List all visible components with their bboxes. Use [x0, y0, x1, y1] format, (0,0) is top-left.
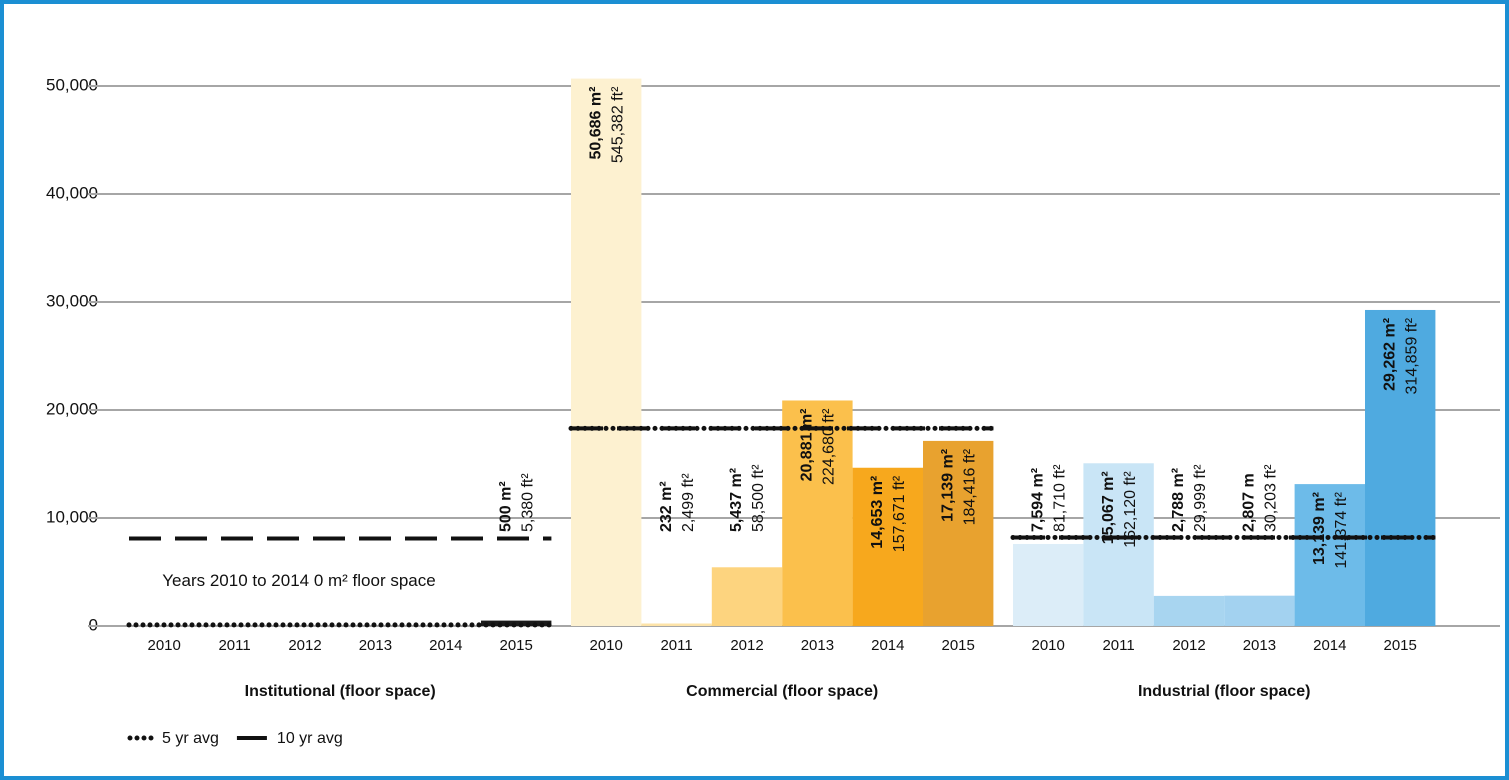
- x-tick-label: 2014: [1313, 637, 1346, 654]
- bar: [481, 620, 552, 626]
- sqft-label: 184,416 ft²: [961, 448, 978, 525]
- value-label: 14,653 m²: [869, 476, 886, 549]
- bar: [1365, 309, 1436, 626]
- value-label: 5,437 m²: [728, 468, 745, 532]
- value-label: 500 m²: [497, 481, 514, 532]
- bar: [1083, 463, 1154, 626]
- y-tick-label: 50,000: [46, 75, 98, 94]
- x-tick-label: 2010: [1032, 637, 1065, 654]
- x-tick-label: 2013: [801, 637, 834, 654]
- y-tick-label: 30,000: [46, 291, 98, 310]
- sqft-label: 314,859 ft²: [1403, 317, 1420, 394]
- bar: [923, 440, 994, 626]
- bar: [1294, 484, 1365, 626]
- y-tick-label: 10,000: [46, 507, 98, 526]
- x-tick-label: 2015: [500, 637, 533, 654]
- sqft-label: 224,680 ft²: [821, 408, 838, 485]
- bar: [852, 467, 923, 626]
- value-label: 50,686 m²: [587, 87, 604, 160]
- bar: [711, 567, 783, 626]
- x-tick-label: 2014: [429, 637, 462, 654]
- sqft-label: 29,999 ft²: [1192, 464, 1209, 532]
- sqft-label: 141,374 ft²: [1333, 491, 1350, 568]
- sqft-label: 157,671 ft²: [891, 475, 908, 552]
- legend-label: 10 yr avg: [277, 730, 343, 747]
- x-tick-label: 2015: [942, 637, 975, 654]
- bar: [782, 400, 853, 626]
- bar: [641, 623, 712, 626]
- x-tick-label: 2013: [359, 637, 392, 654]
- y-tick-label: 0: [89, 615, 98, 634]
- bar: [1013, 543, 1084, 626]
- sqft-label: 58,500 ft²: [750, 464, 767, 532]
- group-title: Commercial (floor space): [686, 683, 878, 700]
- bar: [1153, 595, 1225, 626]
- value-label: 17,139 m²: [939, 449, 956, 522]
- value-label: 2,788 m²: [1170, 468, 1187, 532]
- chart: 0 10,000 20,000 30,000 40,000 50,000 2010 2011 2…: [46, 75, 1500, 747]
- sqft-label: 162,120 ft²: [1122, 471, 1139, 548]
- bar: [571, 78, 642, 627]
- legend-label: 5 yr avg: [162, 730, 219, 747]
- value-label: 29,262 m²: [1381, 318, 1398, 391]
- x-tick-label: 2011: [660, 637, 692, 654]
- x-tick-label: 2011: [1102, 637, 1134, 654]
- value-label: 15,067 m²: [1100, 471, 1117, 544]
- value-label: 2,807 m: [1241, 473, 1258, 532]
- y-tick-label: 20,000: [46, 399, 98, 418]
- x-tick-label: 2012: [730, 637, 763, 654]
- value-label: 232 m²: [658, 481, 675, 532]
- x-tick-label: 2013: [1243, 637, 1276, 654]
- sqft-label: 545,382 ft²: [609, 86, 626, 163]
- x-tick-label: 2012: [1172, 637, 1205, 654]
- value-label: 13,139 m²: [1311, 492, 1328, 565]
- sqft-label: 2,499 ft²: [680, 473, 697, 532]
- x-tick-label: 2011: [218, 637, 250, 654]
- sqft-label: 30,203 ft²: [1263, 464, 1280, 532]
- x-tick-label: 2014: [871, 637, 904, 654]
- group-title: Institutional (floor space): [245, 683, 436, 700]
- group-title: Industrial (floor space): [1138, 683, 1310, 700]
- y-tick-label: 40,000: [46, 183, 98, 202]
- value-label: 20,881 m²: [799, 408, 816, 481]
- sqft-label: 5,380 ft²: [519, 473, 536, 532]
- bar: [1224, 595, 1295, 626]
- x-tick-label: 2015: [1384, 637, 1417, 654]
- value-label: 7,594 m²: [1029, 468, 1046, 532]
- annotation: Years 2010 to 2014 0 m² floor space: [162, 571, 436, 590]
- sqft-label: 81,710 ft²: [1051, 464, 1068, 532]
- x-tick-label: 2010: [590, 637, 623, 654]
- x-tick-label: 2012: [288, 637, 321, 654]
- x-tick-label: 2010: [148, 637, 181, 654]
